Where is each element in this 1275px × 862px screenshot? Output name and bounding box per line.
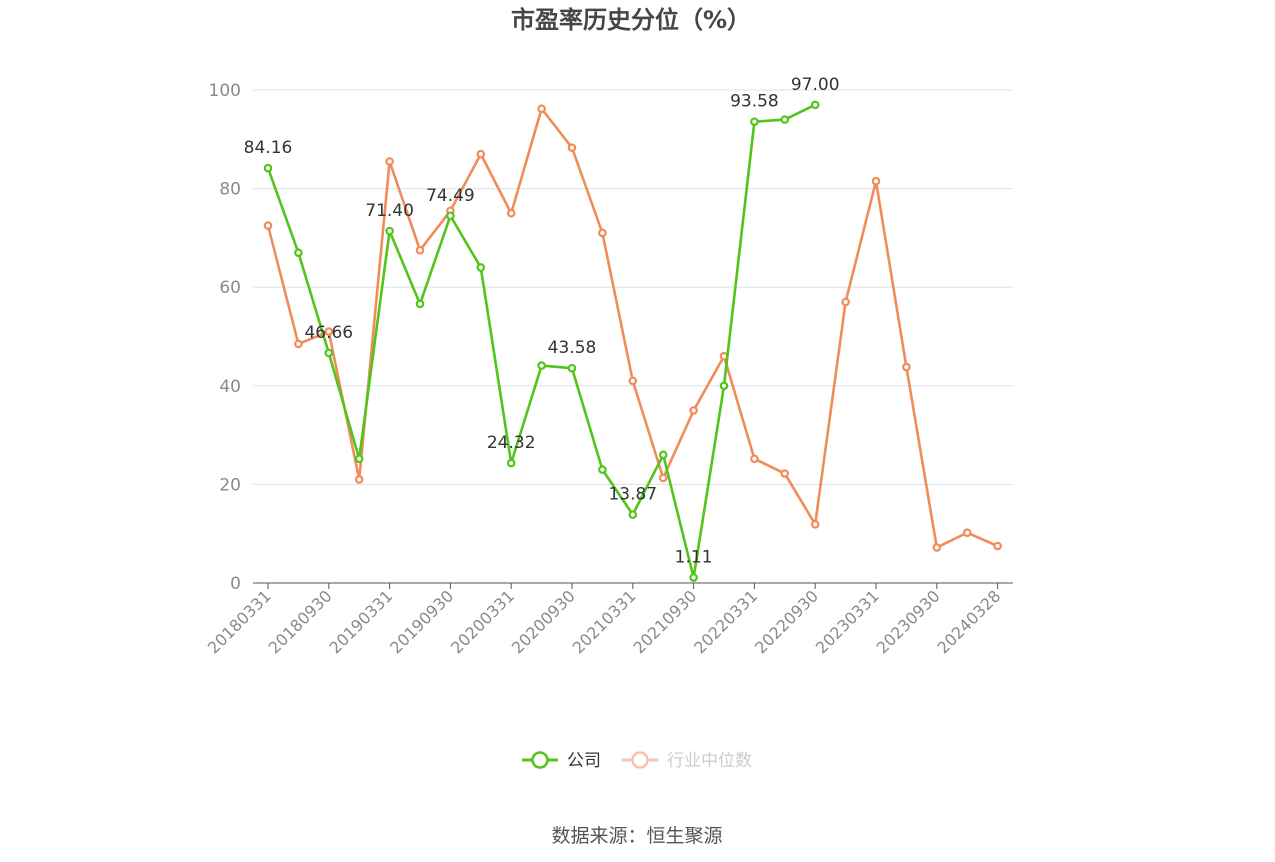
data-point-industry [324, 327, 334, 336]
legend-label: 公司 [567, 751, 601, 771]
data-label: 24.32 [487, 433, 536, 453]
data-point-industry [993, 541, 1002, 551]
x-tick-label: 20220331 [690, 586, 761, 657]
data-label: 43.58 [548, 338, 597, 358]
data-point-industry [385, 157, 394, 166]
data-point-industry [628, 376, 638, 386]
data-point-industry [354, 475, 364, 484]
data-point-industry [810, 520, 820, 529]
x-tick-label: 20240328 [933, 586, 1004, 657]
chart-title: 市盈率历史分位（%） [511, 6, 751, 34]
data-point-company [750, 117, 759, 126]
data-point-company [324, 348, 334, 358]
data-label: 13.87 [608, 485, 657, 505]
data-point-industry [537, 104, 546, 114]
data-label: 93.58 [730, 92, 779, 112]
data-point-industry [962, 528, 972, 538]
legend[interactable]: 公司 行业中位数 [522, 751, 752, 771]
data-point-industry [750, 454, 759, 464]
y-tick-label: 100 [209, 81, 241, 101]
x-tick-label: 20210930 [629, 586, 700, 657]
data-point-company [506, 458, 516, 468]
data-point-industry [506, 208, 516, 218]
data-point-industry [871, 176, 881, 186]
data-point-company [294, 248, 303, 257]
y-tick-label: 20 [219, 475, 241, 495]
data-label-layer: 84.16 46.66 71.40 74.49 24.32 43.58 13.87 1.11 9… [244, 75, 840, 568]
x-tick-label: 20230930 [873, 586, 944, 657]
data-point-company [537, 361, 546, 370]
data-point-company [719, 381, 729, 391]
data-point-industry [689, 406, 698, 415]
grid-layer [253, 89, 1013, 485]
data-point-industry [476, 149, 486, 159]
data-point-industry [294, 339, 303, 349]
data-point-industry [415, 245, 425, 255]
data-point-industry [902, 362, 911, 372]
data-point-industry [841, 297, 850, 307]
y-tick-label: 40 [219, 377, 241, 397]
data-point-industry [658, 473, 668, 483]
data-point-company [263, 163, 273, 173]
data-point-company [354, 454, 364, 464]
x-tick-label: 20230331 [812, 586, 883, 657]
data-point-industry [567, 143, 577, 152]
y-tick-label: 60 [219, 278, 241, 298]
legend-marker-icon [631, 751, 649, 769]
data-point-company [415, 299, 425, 309]
data-label: 97.00 [791, 75, 840, 95]
x-tick-label: 20180331 [204, 586, 275, 657]
x-tick-label: 20200930 [508, 586, 579, 657]
legend-item[interactable]: 公司 [522, 751, 601, 771]
data-point-industry [598, 228, 607, 238]
data-point-industry [780, 469, 790, 478]
data-label: 71.40 [365, 201, 414, 221]
legend-marker-icon [531, 751, 549, 769]
data-point-company [780, 115, 790, 124]
data-point-company [446, 211, 455, 221]
data-point-company [628, 510, 638, 519]
axis-layer: 0 20 40 60 80 100 2018033120180930201903312019… [204, 81, 1013, 657]
series-layer [263, 100, 1002, 582]
x-tick-label: 20200331 [447, 586, 518, 657]
data-label: 46.66 [304, 323, 353, 343]
data-point-industry [932, 543, 942, 552]
data-point-industry [263, 221, 273, 230]
data-point-company [385, 226, 394, 236]
x-tick-label: 20220930 [751, 586, 822, 657]
source-note: 数据来源：恒生聚源 [551, 825, 722, 847]
data-point-company [476, 263, 486, 272]
y-tick-label: 80 [219, 180, 241, 200]
data-label: 74.49 [426, 186, 475, 206]
y-tick-label: 0 [230, 574, 241, 594]
legend-label: 行业中位数 [667, 751, 752, 771]
data-point-company [689, 573, 698, 582]
data-point-company [810, 100, 820, 110]
data-point-company [567, 363, 577, 373]
data-point-company [658, 450, 668, 460]
legend-item[interactable]: 行业中位数 [622, 751, 752, 771]
x-tick-label: 20190331 [325, 586, 396, 657]
data-point-company [598, 465, 607, 474]
data-label: 84.16 [244, 138, 293, 158]
x-tick-label: 20210331 [569, 586, 640, 657]
x-tick-label: 20190930 [386, 586, 457, 657]
data-label: 1.11 [675, 548, 713, 568]
x-tick-label: 20180930 [265, 586, 336, 657]
